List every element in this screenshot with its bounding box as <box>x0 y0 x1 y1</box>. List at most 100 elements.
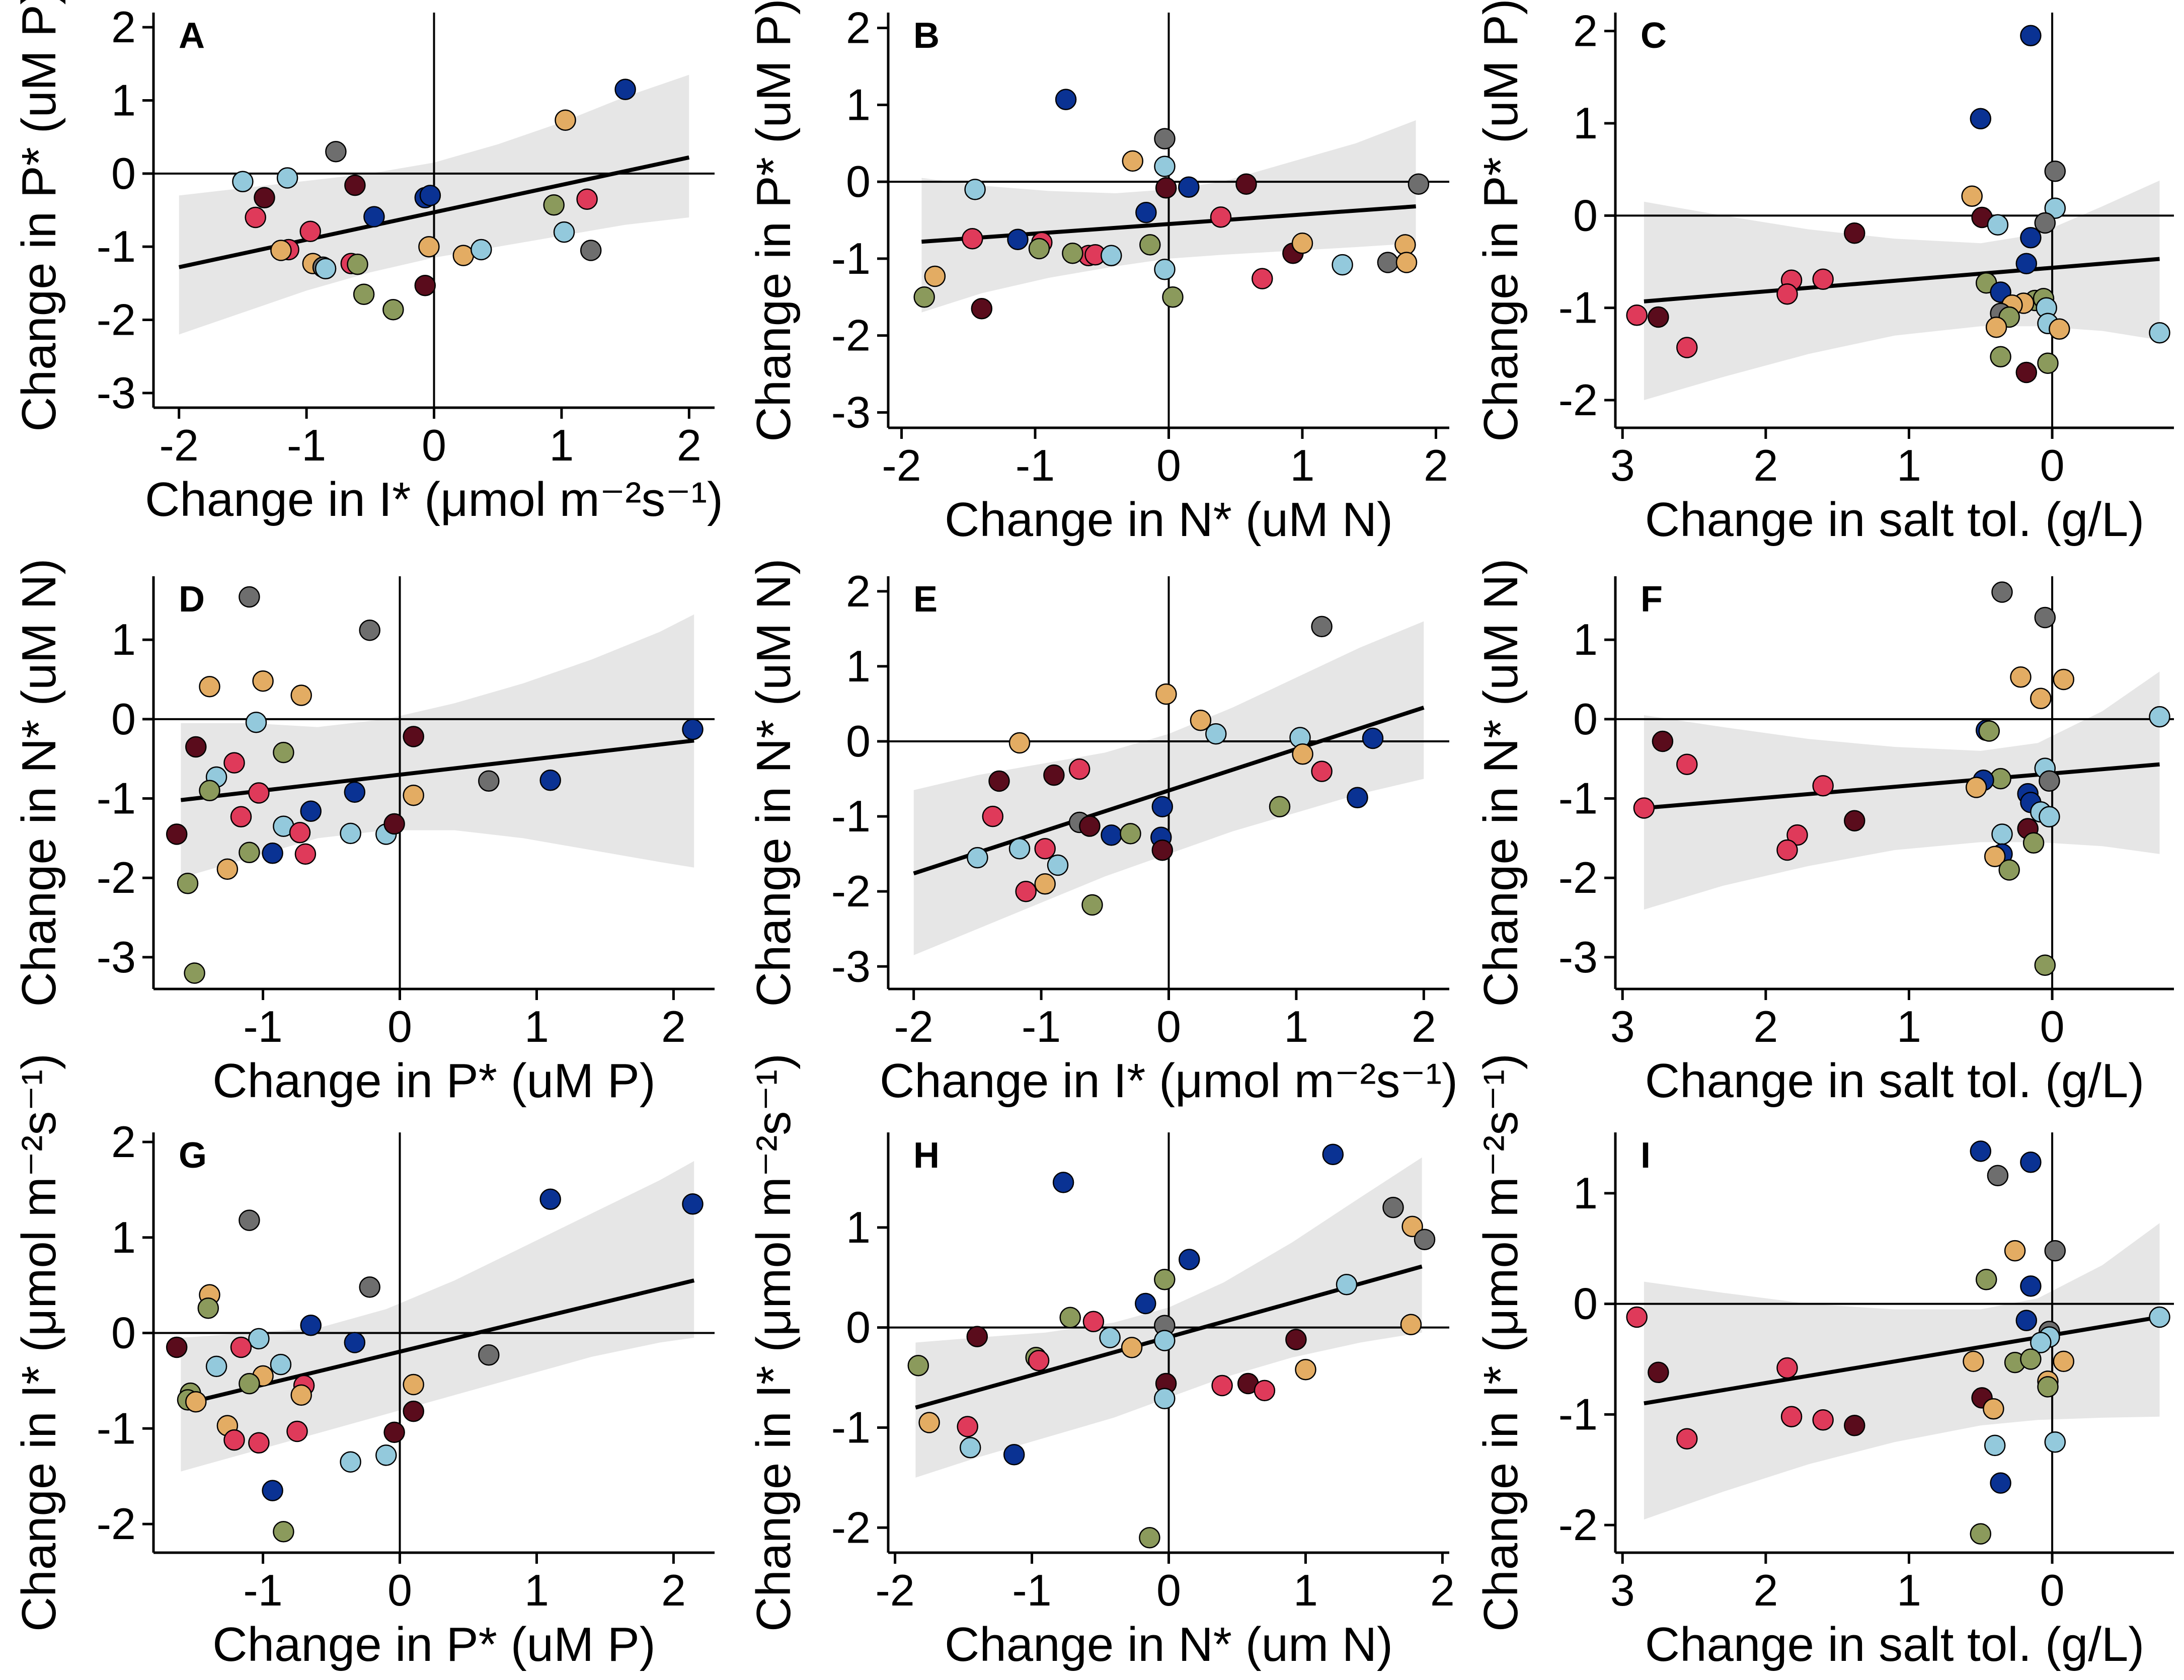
panel-letter: E <box>913 579 938 620</box>
data-point <box>1155 177 1177 199</box>
data-point <box>957 1416 978 1437</box>
y-tick-label: -3 <box>97 368 136 418</box>
y-tick-label: -3 <box>831 941 871 991</box>
data-point <box>1179 1249 1200 1270</box>
y-tick-label: 1 <box>846 80 871 129</box>
data-point <box>383 813 405 835</box>
x-tick-label: 1 <box>1897 440 1921 490</box>
data-point <box>299 220 321 242</box>
data-point <box>478 1344 500 1366</box>
panel-letter: D <box>179 579 205 620</box>
data-point <box>199 780 220 802</box>
confidence-band <box>181 614 694 878</box>
y-tick-label: -2 <box>1558 1500 1598 1550</box>
y-tick-label: 0 <box>1573 190 1598 240</box>
data-point <box>344 1332 366 1353</box>
data-point <box>1382 1196 1404 1218</box>
data-point <box>962 227 983 250</box>
panel-letter: G <box>179 1135 207 1176</box>
data-point <box>340 822 361 845</box>
y-tick-label: -1 <box>1558 774 1598 823</box>
data-point <box>248 1328 270 1350</box>
data-point <box>315 258 337 280</box>
data-point <box>1120 823 1141 845</box>
y-tick-label: -2 <box>97 1499 136 1549</box>
x-tick-label: -1 <box>1012 1565 1051 1615</box>
x-tick-label: -2 <box>894 1002 933 1051</box>
data-point <box>1311 616 1333 638</box>
data-point <box>1626 304 1648 326</box>
y-tick-label: 2 <box>846 3 871 53</box>
data-point <box>1252 268 1273 289</box>
data-point <box>414 274 436 296</box>
data-point <box>2030 1332 2052 1353</box>
data-point <box>340 1451 361 1473</box>
data-point <box>1211 1374 1233 1397</box>
data-point <box>1008 837 1031 860</box>
data-point <box>1812 1409 1834 1431</box>
y-tick-label: 2 <box>111 2 136 52</box>
panel-letter: F <box>1641 579 1663 620</box>
x-tick-label: -1 <box>243 1002 282 1051</box>
data-point <box>245 206 266 228</box>
data-point <box>1292 743 1313 765</box>
data-point <box>1155 683 1177 705</box>
data-point <box>1068 758 1090 780</box>
regression-line <box>1644 762 2160 810</box>
data-point <box>1377 252 1399 273</box>
data-point <box>344 781 366 803</box>
data-point <box>1007 228 1029 250</box>
data-point <box>1985 316 2007 338</box>
y-tick-label: -1 <box>831 791 871 841</box>
data-point <box>1812 775 1834 797</box>
data-point <box>223 752 245 774</box>
data-point <box>1776 283 1798 305</box>
data-point <box>1975 1269 1997 1290</box>
data-point <box>1984 1434 2006 1457</box>
data-point <box>403 1400 424 1422</box>
y-tick-label: -1 <box>831 234 871 283</box>
y-axis-label: Change in N* (uM N) <box>12 559 66 1007</box>
y-axis-label: Change in I* (μmol m⁻²s⁻¹) <box>747 1053 801 1632</box>
data-point <box>1676 1428 1698 1449</box>
data-point <box>1154 259 1176 280</box>
y-tick-label: 0 <box>1573 1279 1598 1329</box>
data-point <box>2034 606 2056 629</box>
data-point <box>252 670 274 692</box>
x-tick-label: 2 <box>1753 1002 1778 1051</box>
x-tick-label: -2 <box>875 1565 914 1615</box>
y-tick-label: 0 <box>846 1303 871 1352</box>
data-point <box>1970 1140 1992 1162</box>
data-point <box>1844 222 1865 244</box>
data-point <box>289 822 311 844</box>
data-point <box>2044 197 2066 219</box>
data-point <box>205 1355 227 1378</box>
y-tick-label: -2 <box>97 853 136 902</box>
x-axis-label: Change in N* (uM N) <box>945 493 1393 547</box>
x-tick-label: 2 <box>661 1565 686 1615</box>
x-tick-label: 0 <box>2040 1565 2065 1615</box>
data-point <box>419 185 441 206</box>
data-point <box>1414 1229 1436 1250</box>
y-tick-label: -3 <box>97 932 136 982</box>
data-point <box>418 236 440 258</box>
y-tick-label: 1 <box>111 1212 136 1262</box>
data-point <box>1047 854 1069 876</box>
data-point <box>248 1432 270 1454</box>
data-point <box>2034 954 2056 976</box>
data-point <box>1347 787 1368 809</box>
confidence-band <box>1644 671 2160 910</box>
data-point <box>1015 880 1037 902</box>
y-tick-label: 0 <box>846 157 871 206</box>
data-point <box>1400 1314 1422 1335</box>
data-point <box>216 858 239 880</box>
data-point <box>1970 1523 1992 1545</box>
data-point <box>185 736 207 758</box>
data-point <box>1978 720 2000 742</box>
data-point <box>184 962 205 984</box>
data-point <box>1034 873 1056 895</box>
regression-line <box>913 706 1425 876</box>
